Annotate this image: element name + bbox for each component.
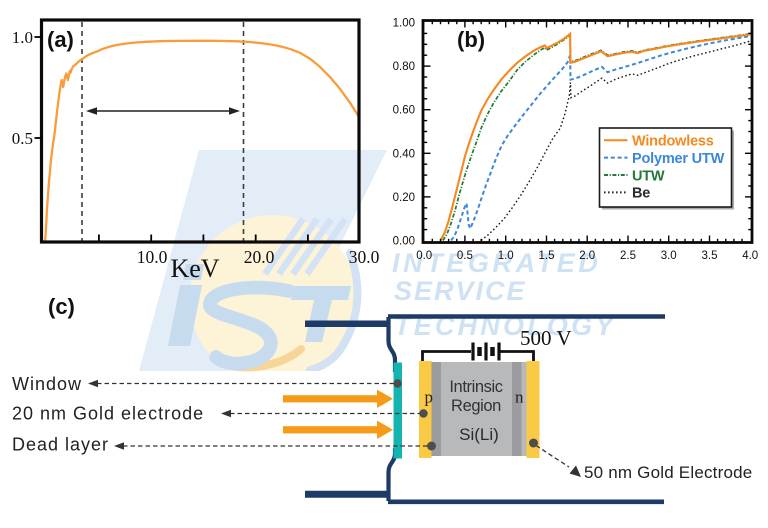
svg-text:3.0: 3.0 <box>661 250 677 262</box>
svg-text:Intrinsic: Intrinsic <box>449 378 502 396</box>
svg-text:2.5: 2.5 <box>620 250 636 262</box>
svg-text:0.80: 0.80 <box>393 61 415 73</box>
svg-text:(a): (a) <box>47 27 74 52</box>
svg-text:10.0: 10.0 <box>137 247 168 267</box>
svg-text:50 nm Gold Electrode: 50 nm Gold Electrode <box>584 463 752 482</box>
svg-text:500 V: 500 V <box>520 326 572 350</box>
svg-text:20 nm Gold electrode: 20 nm Gold electrode <box>12 404 204 424</box>
svg-text:30.0: 30.0 <box>349 247 380 267</box>
svg-text:0.40: 0.40 <box>393 148 415 160</box>
svg-text:Be: Be <box>632 186 650 202</box>
svg-text:Polymer UTW: Polymer UTW <box>632 151 725 167</box>
svg-text:0.60: 0.60 <box>393 105 415 117</box>
svg-text:4.0: 4.0 <box>742 250 758 262</box>
svg-text:KeV: KeV <box>170 254 219 283</box>
svg-text:3.5: 3.5 <box>702 250 718 262</box>
svg-text:1.0: 1.0 <box>12 28 33 47</box>
svg-text:0.0: 0.0 <box>416 250 432 262</box>
svg-text:Window: Window <box>12 374 82 394</box>
svg-text:0.5: 0.5 <box>457 250 473 262</box>
svg-text:INTEGRATED: INTEGRATED <box>392 248 602 278</box>
svg-text:1.0: 1.0 <box>498 250 514 262</box>
svg-text:Si(Li): Si(Li) <box>459 425 499 444</box>
svg-text:0.5: 0.5 <box>12 129 33 148</box>
svg-text:SERVICE: SERVICE <box>394 276 527 306</box>
svg-text:(b): (b) <box>457 27 485 52</box>
svg-text:n: n <box>515 388 524 407</box>
svg-text:1.00: 1.00 <box>393 18 415 30</box>
svg-text:(c): (c) <box>48 294 75 319</box>
svg-text:1.5: 1.5 <box>539 250 555 262</box>
svg-text:2.0: 2.0 <box>579 250 595 262</box>
svg-text:p: p <box>425 388 434 407</box>
svg-text:0.00: 0.00 <box>393 236 415 248</box>
svg-text:Region: Region <box>451 397 501 415</box>
svg-text:Dead layer: Dead layer <box>12 435 109 455</box>
svg-text:0.20: 0.20 <box>393 192 415 204</box>
svg-text:UTW: UTW <box>632 168 665 184</box>
svg-text:Windowless: Windowless <box>632 134 714 150</box>
svg-text:20.0: 20.0 <box>244 247 275 267</box>
